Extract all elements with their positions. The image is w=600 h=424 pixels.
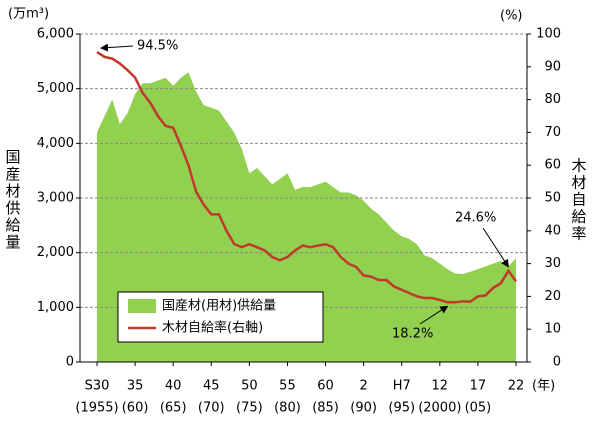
x-tick-sub: (1955) bbox=[75, 401, 118, 416]
x-tick-sub: (70) bbox=[198, 401, 225, 416]
y2-tick-label: 100 bbox=[536, 27, 561, 42]
legend-label: 木材自給率(右軸) bbox=[162, 320, 263, 336]
y2-tick-label: 20 bbox=[544, 289, 561, 304]
x-tick-label: 12 bbox=[432, 379, 449, 394]
y-tick-label: 4,000 bbox=[37, 136, 74, 151]
annotation: 24.6% bbox=[455, 211, 496, 226]
y-tick-label: 2,000 bbox=[37, 245, 74, 260]
y-tick-label: 1,000 bbox=[37, 300, 74, 315]
y-tick-label: 3,000 bbox=[37, 191, 74, 206]
x-tick-sub: (80) bbox=[274, 401, 301, 416]
legend-label: 国産材(用材)供給量 bbox=[162, 298, 276, 314]
y2-tick-label: 90 bbox=[544, 59, 561, 74]
y2-tick-label: 30 bbox=[544, 256, 561, 271]
y2-tick-label: 10 bbox=[544, 322, 561, 337]
y2-tick-label: 50 bbox=[544, 191, 561, 206]
annotation: 18.2% bbox=[392, 327, 433, 342]
x-tick-label: 22 bbox=[508, 379, 525, 394]
legend-swatch bbox=[128, 299, 156, 313]
x-tick-sub: (2000) bbox=[418, 401, 461, 416]
y2-tick-label: 80 bbox=[544, 92, 561, 107]
x-tick-sub: (95) bbox=[388, 401, 415, 416]
x-tick-label: 50 bbox=[241, 379, 258, 394]
y2-tick-label: 40 bbox=[544, 223, 561, 238]
y2-tick-label: 0 bbox=[553, 355, 561, 370]
x-unit: (年) bbox=[532, 379, 555, 394]
x-tick-sub: (85) bbox=[312, 401, 339, 416]
annotation-arrow bbox=[482, 227, 509, 268]
x-tick-label: 60 bbox=[317, 379, 334, 394]
x-tick-label: S30 bbox=[85, 379, 110, 394]
line bbox=[96, 50, 518, 304]
x-tick-sub: (90) bbox=[350, 401, 377, 416]
y2-tick-label: 60 bbox=[544, 158, 561, 173]
x-tick-sub: (65) bbox=[160, 401, 187, 416]
annotation: 94.5% bbox=[137, 39, 178, 54]
x-tick-sub: (60) bbox=[122, 401, 149, 416]
y-tick-label: 5,000 bbox=[37, 81, 74, 96]
x-tick-label: 35 bbox=[127, 379, 144, 394]
x-tick-label: 40 bbox=[165, 379, 182, 394]
y2-unit: (%) bbox=[500, 9, 523, 24]
x-tick-label: 17 bbox=[470, 379, 487, 394]
x-tick-label: 55 bbox=[279, 379, 296, 394]
y-tick-label: 6,000 bbox=[37, 27, 74, 42]
area bbox=[97, 72, 516, 363]
x-tick-sub: (05) bbox=[465, 401, 492, 416]
y-unit: (万m³) bbox=[8, 7, 49, 22]
annotation-arrow bbox=[419, 305, 449, 325]
y2-label: 木材自給率 bbox=[570, 158, 588, 243]
annotation-arrow bbox=[100, 43, 134, 52]
x-tick-label: H7 bbox=[393, 379, 411, 394]
x-tick-label: 45 bbox=[203, 379, 220, 394]
x-tick-label: 2 bbox=[359, 379, 367, 394]
x-tick-sub: (75) bbox=[236, 401, 263, 416]
y-label: 国産材供給量 bbox=[4, 149, 22, 251]
y2-tick-label: 70 bbox=[544, 125, 561, 140]
y-tick-label: 0 bbox=[66, 355, 74, 370]
